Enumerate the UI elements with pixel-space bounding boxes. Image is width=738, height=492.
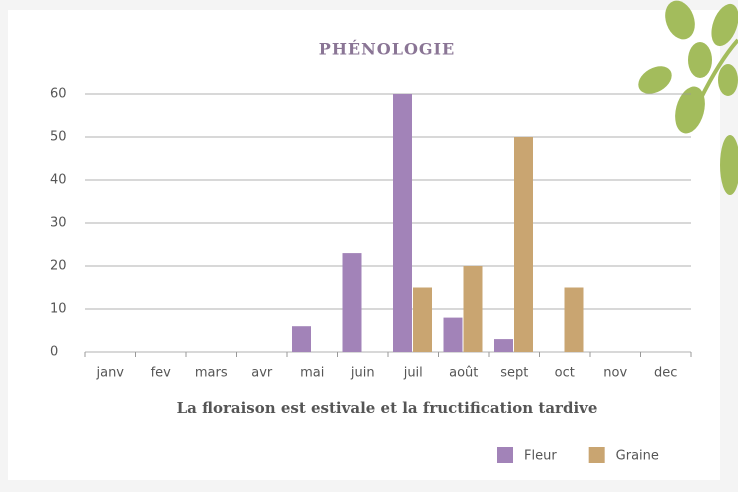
y-tick-label: 20 [50,259,67,274]
x-tick-label: juil [403,366,423,381]
x-tick-label: sept [500,366,528,381]
bar [393,94,412,352]
x-tick-label: nov [603,366,627,381]
x-tick-label: avr [251,366,273,381]
x-tick-label: janv [95,366,124,381]
bar [514,137,533,352]
legend-swatch [497,447,513,463]
legend-swatch [589,447,605,463]
legend-label: Graine [616,449,659,464]
chart: PHÉNOLOGIE La floraison est estivale et … [0,0,738,488]
y-tick-label: 30 [50,216,67,231]
chart-title: PHÉNOLOGIE [319,39,455,59]
bar [494,339,513,352]
bar [413,288,432,353]
y-tick-label: 10 [50,302,67,317]
y-tick-label: 60 [50,87,67,102]
y-tick-label: 0 [50,345,58,360]
bar [292,326,311,352]
bar [464,266,483,352]
bar [565,288,584,353]
bar [343,253,362,352]
x-tick-label: mars [195,366,228,381]
chart-subtitle: La floraison est estivale et la fructifi… [177,399,598,417]
x-tick-label: dec [654,366,677,381]
x-tick-label: oct [555,366,575,381]
y-tick-label: 40 [50,173,67,188]
legend-label: Fleur [524,449,557,464]
y-tick-label: 50 [50,130,67,145]
x-tick-label: juin [350,366,375,381]
x-tick-label: fev [151,366,172,381]
x-tick-label: août [449,366,478,381]
x-tick-label: mai [300,366,324,381]
bar [444,318,463,352]
